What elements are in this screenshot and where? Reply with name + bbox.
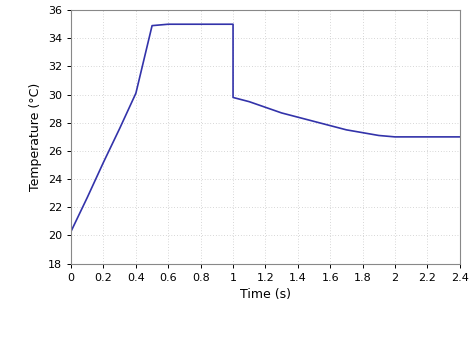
X-axis label: Time (s): Time (s) [240,288,291,301]
Legend: Temperature variation ($T1$): Temperature variation ($T1$) [154,336,377,338]
Y-axis label: Temperature (°C): Temperature (°C) [29,83,42,191]
